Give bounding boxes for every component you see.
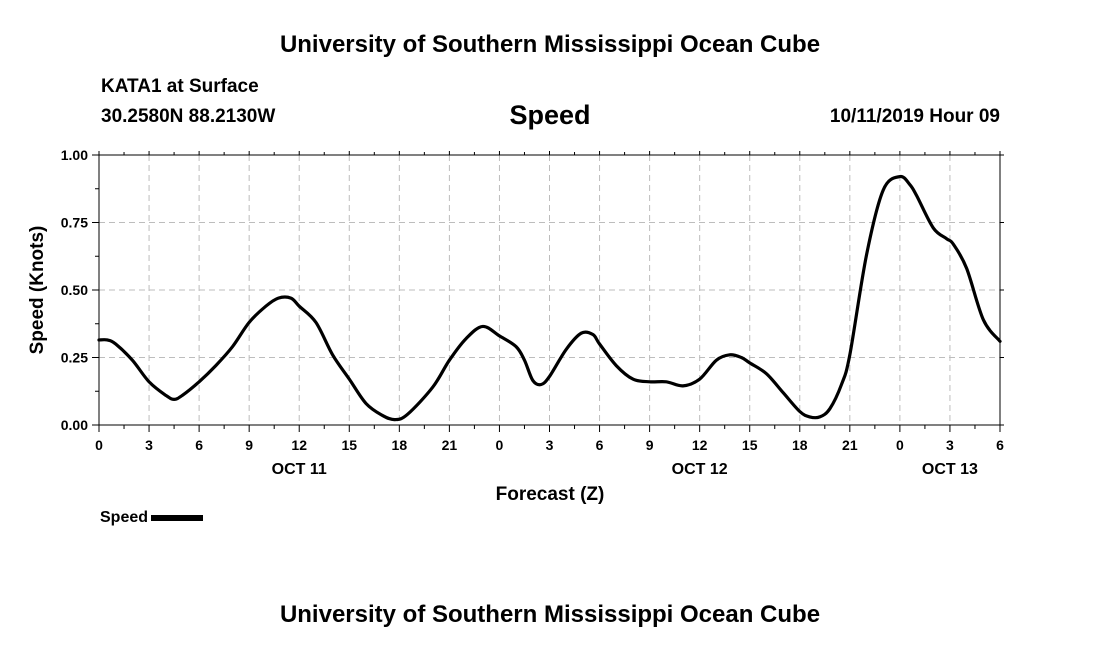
series-layer	[97, 174, 1002, 422]
x-date-label: OCT 11	[272, 461, 327, 478]
x-tick-label: 18	[792, 437, 808, 453]
x-tick-label: 6	[195, 437, 203, 453]
station-coordinates: 30.2580N 88.2130W	[101, 106, 276, 127]
x-tick-label: 6	[596, 437, 604, 453]
y-tick-label: 0.75	[61, 215, 88, 231]
x-tick-label: 3	[546, 437, 554, 453]
forecast-datetime: 10/11/2019 Hour 09	[829, 106, 1000, 127]
x-date-label: OCT 13	[922, 461, 978, 478]
x-tick-label: 3	[946, 437, 954, 453]
grid-lines	[99, 155, 1000, 425]
page-title: University of Southern Mississippi Ocean…	[279, 31, 821, 58]
x-tick-label: 15	[341, 437, 357, 453]
y-axis-label: Speed (Knots)	[27, 226, 48, 355]
x-tick-label: 3	[145, 437, 153, 453]
legend-line-swatch	[151, 515, 204, 521]
chart-title: Speed	[509, 100, 591, 130]
x-tick-label: 15	[742, 437, 758, 453]
chart-legend: Speed	[100, 509, 204, 527]
x-tick-label: 21	[842, 437, 858, 453]
x-tick-label: 12	[291, 437, 307, 453]
axis-ticks: 0 3 6 9 12 15 18 21 0 3 6 9 12 15 18 21 0 3 6 OCT 11 OCT 12 O…	[61, 147, 1004, 478]
x-tick-label: 0	[496, 437, 504, 453]
x-tick-label: 9	[646, 437, 654, 453]
x-tick-label: 21	[442, 437, 458, 453]
x-tick-label: 12	[692, 437, 708, 453]
x-tick-label: 0	[896, 437, 904, 453]
y-tick-label: 0.00	[61, 417, 88, 433]
footer-title: University of Southern Mississippi Ocean…	[279, 601, 821, 628]
x-tick-label: 6	[996, 437, 1004, 453]
station-name: KATA1 at Surface	[101, 76, 259, 97]
y-tick-label: 0.50	[61, 282, 88, 298]
x-tick-label: 18	[392, 437, 408, 453]
x-axis-label: Forecast (Z)	[496, 484, 605, 505]
y-tick-label: 0.25	[61, 350, 88, 366]
y-tick-label: 1.00	[61, 147, 88, 163]
x-tick-label: 9	[245, 437, 253, 453]
x-tick-label: 0	[95, 437, 103, 453]
x-date-label: OCT 12	[672, 461, 728, 478]
legend-label: Speed	[100, 509, 149, 526]
series-line-speed	[97, 174, 1002, 422]
